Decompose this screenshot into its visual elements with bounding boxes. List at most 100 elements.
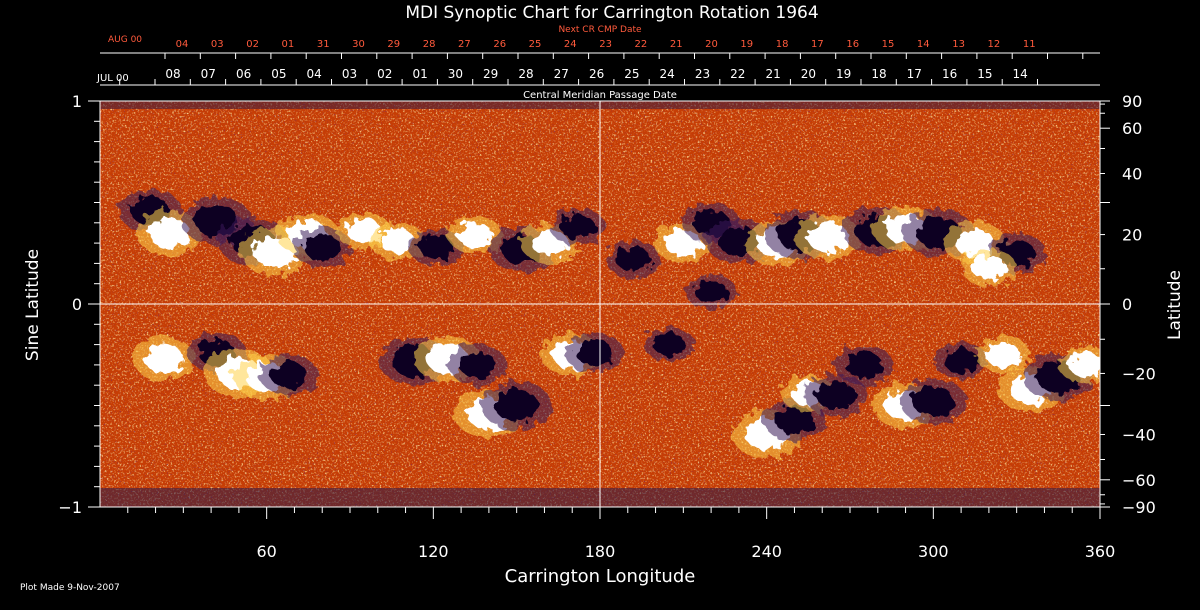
- next-day-label: 22: [635, 39, 648, 50]
- next-day-label: 31: [317, 39, 330, 50]
- right-tick-label: −60: [1122, 471, 1156, 490]
- next-day-label: 04: [176, 39, 189, 50]
- top-day-label: 08: [165, 67, 180, 81]
- next-day-label: 23: [599, 39, 612, 50]
- active-region-negative: [459, 351, 497, 379]
- active-region-positive: [380, 228, 415, 254]
- next-day-label: 24: [564, 39, 577, 50]
- right-tick-label: −90: [1122, 498, 1156, 517]
- active-region-positive: [1068, 352, 1100, 378]
- x-tick-label: 360: [1085, 542, 1116, 561]
- active-region-negative: [270, 361, 308, 389]
- active-region-positive: [971, 255, 1007, 280]
- next-day-label: 25: [529, 39, 542, 50]
- next-day-label: 12: [988, 39, 1001, 50]
- active-region-negative: [576, 339, 613, 367]
- top-day-label: 18: [871, 67, 886, 81]
- top-day-label: 25: [624, 67, 639, 81]
- active-region-negative: [774, 405, 815, 434]
- top-day-label: 26: [589, 67, 604, 81]
- top-day-label: 02: [377, 67, 392, 81]
- active-region-negative: [418, 234, 454, 260]
- y-tick-label: −1: [58, 498, 82, 517]
- next-day-label: 14: [917, 39, 930, 50]
- right-tick-label: −20: [1122, 364, 1156, 383]
- y-tick-label: 0: [72, 295, 82, 314]
- next-day-label: 16: [846, 39, 859, 50]
- top-day-label: 14: [1013, 67, 1028, 81]
- top-day-label: 04: [307, 67, 322, 81]
- next-day-label: 27: [458, 39, 471, 50]
- top-day-label: 27: [554, 67, 569, 81]
- top-day-label: 23: [695, 67, 710, 81]
- next-axis: 04 03 02 01 31 30 29 28 27 26 25 24 23 22 21 20 19 18 17 16…: [100, 39, 1100, 59]
- next-day-label: 28: [423, 39, 436, 50]
- active-region-positive: [985, 342, 1020, 368]
- active-region-positive: [806, 221, 849, 253]
- top-day-label: 21: [765, 67, 780, 81]
- next-day-label: 29: [387, 39, 400, 50]
- top-day-label: 20: [801, 67, 816, 81]
- next-month-label: AUG 00: [108, 35, 142, 45]
- next-day-label: 11: [1023, 39, 1036, 50]
- next-day-label: 03: [211, 39, 224, 50]
- right-tick-label: 40: [1122, 165, 1142, 184]
- next-day-label: 20: [705, 39, 718, 50]
- top-day-label: 22: [730, 67, 745, 81]
- top-month-label: JUL 00: [96, 73, 129, 84]
- x-axis: 60 120 180 240 300 360: [127, 507, 1116, 561]
- right-tick-label: 20: [1122, 226, 1142, 245]
- active-region-negative: [560, 214, 595, 240]
- next-day-label: 30: [352, 39, 365, 50]
- active-region-positive: [457, 222, 493, 248]
- active-region-negative: [494, 389, 539, 422]
- top-day-label: 05: [271, 67, 286, 81]
- next-day-label: 26: [493, 39, 506, 50]
- next-day-label: 18: [776, 39, 789, 50]
- chart-title: MDI Synoptic Chart for Carrington Rotati…: [405, 3, 818, 23]
- top-day-label: 19: [836, 67, 851, 81]
- top-day-label: 29: [483, 67, 498, 81]
- x-tick-label: 240: [751, 542, 782, 561]
- active-region-positive: [144, 344, 184, 374]
- x-tick-label: 300: [918, 542, 949, 561]
- next-day-label: 15: [882, 39, 895, 50]
- active-region-negative: [943, 348, 979, 374]
- right-tick-label: 60: [1122, 119, 1142, 138]
- top-day-label: 17: [907, 67, 922, 81]
- next-day-label: 01: [282, 39, 295, 50]
- next-day-label: 21: [670, 39, 683, 50]
- active-region-negative: [816, 381, 856, 410]
- active-region-positive: [148, 217, 191, 249]
- active-region-negative: [695, 280, 728, 304]
- top-day-label: 24: [660, 67, 675, 81]
- active-region-negative: [912, 386, 955, 417]
- top-day-label: 03: [342, 67, 357, 81]
- top-day-label: 28: [518, 67, 533, 81]
- next-day-label: 13: [952, 39, 965, 50]
- x-tick-label: 120: [418, 542, 449, 561]
- right-axis: 90 60 40 20 0 −20 −40 −60 −90: [1100, 92, 1156, 517]
- y-tick-label: 1: [72, 92, 82, 111]
- top-day-label: 16: [942, 67, 957, 81]
- active-region-negative: [845, 351, 883, 379]
- top-day-label: 30: [448, 67, 463, 81]
- x-axis-label: Carrington Longitude: [505, 566, 696, 587]
- next-day-label: 02: [246, 39, 259, 50]
- y-axis: −1 0 1: [58, 92, 100, 517]
- plot-made-note: Plot Made 9-Nov-2007: [20, 583, 120, 593]
- active-region-negative: [303, 233, 341, 261]
- top-day-label: 15: [977, 67, 992, 81]
- right-axis-label: Latitude: [1165, 270, 1185, 340]
- right-tick-label: 90: [1122, 92, 1142, 111]
- top-day-label: 06: [236, 67, 251, 81]
- x-tick-label: 180: [585, 542, 616, 561]
- next-axis-title: Next CR CMP Date: [558, 25, 642, 35]
- right-tick-label: −40: [1122, 425, 1156, 444]
- next-day-label: 19: [740, 39, 753, 50]
- top-day-label: 07: [201, 67, 216, 81]
- top-day-label: 01: [412, 67, 427, 81]
- right-tick-label: 0: [1122, 295, 1132, 314]
- next-day-label: 17: [811, 39, 824, 50]
